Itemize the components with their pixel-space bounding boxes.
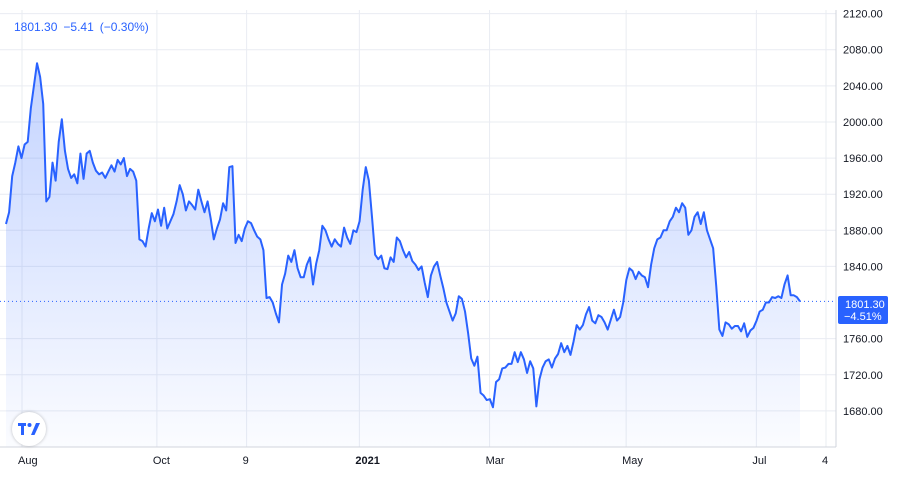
x-tick-label: Mar xyxy=(486,455,505,467)
y-tick-label: 1880.00 xyxy=(843,225,883,237)
y-tick-label: 2040.00 xyxy=(843,81,883,93)
price-line xyxy=(5,62,801,409)
x-axis-ticks: Aug Oct 9 2021 Mar May Jul 4 xyxy=(18,455,828,467)
y-tick-label: 2120.00 xyxy=(843,9,883,21)
price-badge-pct: −4.51% xyxy=(844,311,882,323)
y-tick-label: 1680.00 xyxy=(843,406,883,418)
y-tick-label: 1760.00 xyxy=(843,334,883,346)
y-tick-label: 2080.00 xyxy=(843,45,883,57)
legend-change-pct: (−0.30%) xyxy=(99,20,149,34)
y-tick-label: 2000.00 xyxy=(843,117,883,129)
tv-logo-glyph xyxy=(18,423,40,435)
tradingview-logo-icon[interactable] xyxy=(12,412,46,446)
legend-change: −5.41 xyxy=(63,20,94,34)
price-line-layer xyxy=(5,62,801,409)
x-tick-label: 4 xyxy=(822,455,828,467)
y-axis-ticks: 2120.00 2080.00 2040.00 2000.00 1960.00 1920.… xyxy=(843,9,883,418)
y-tick-label: 1960.00 xyxy=(843,153,883,165)
price-badge: 1801.30 −4.51% xyxy=(838,296,888,324)
legend: 1801.30 −5.41 (−0.30%) xyxy=(14,20,155,34)
area-fill-layer xyxy=(6,63,800,448)
x-tick-label: Jul xyxy=(752,455,766,467)
legend-last-price: 1801.30 xyxy=(14,20,58,34)
area-fill xyxy=(6,63,800,448)
y-tick-label: 1720.00 xyxy=(843,370,883,382)
x-tick-label: 9 xyxy=(243,455,249,467)
x-tick-label: Aug xyxy=(18,455,38,467)
y-tick-label: 1920.00 xyxy=(843,189,883,201)
axes-layer xyxy=(0,10,837,448)
x-tick-label: May xyxy=(622,455,643,467)
y-tick-label: 1840.00 xyxy=(843,261,883,273)
x-tick-label: Oct xyxy=(153,455,170,467)
price-badge-bg xyxy=(838,296,888,324)
price-badge-value: 1801.30 xyxy=(845,299,885,311)
x-tick-label: 2021 xyxy=(355,455,379,467)
